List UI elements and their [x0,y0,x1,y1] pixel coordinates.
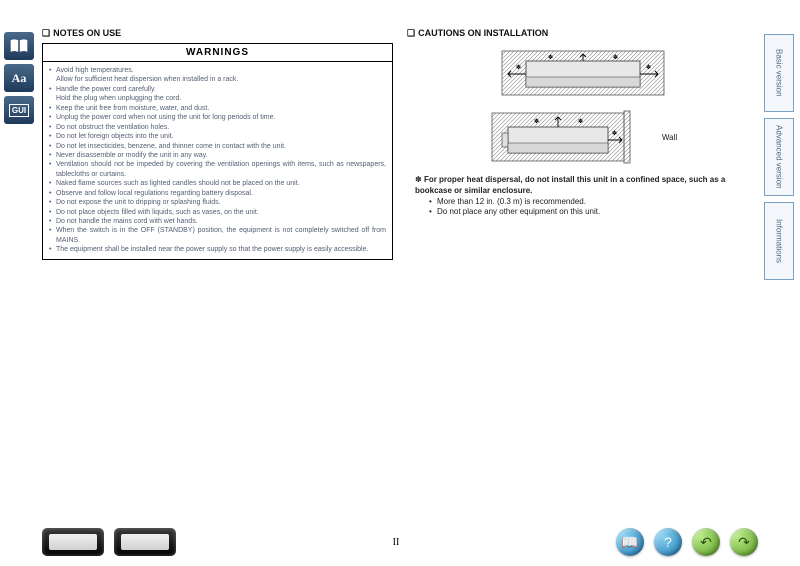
svg-text:✽: ✽ [646,64,651,71]
back-icon[interactable]: ↶ [692,528,720,556]
tab-advanced-version[interactable]: Advanced version [764,118,794,196]
device-front-icon [49,534,97,550]
install-sub-item: •Do not place any other equipment on thi… [429,207,750,218]
diagram-side-row: ✽ ✽ ✽ Wall [417,109,748,165]
tab-basic-version[interactable]: Basic version [764,34,794,112]
letters-label: Aa [12,71,27,86]
right-sidebar: Basic version Advanced version Informati… [764,34,796,280]
install-note: ✽ For proper heat dispersal, do not inst… [407,175,758,218]
warning-item: •Observe and follow local regulations re… [49,189,386,198]
diagram-area: ✽ ✽ ✽ ✽ [407,43,758,175]
svg-text:✽: ✽ [516,64,521,71]
footer-left [42,528,176,556]
warning-item: •Naked flame sources such as lighted can… [49,179,386,188]
help-icon[interactable]: ? [654,528,682,556]
left-column: ❏NOTES ON USE WARNINGS •Avoid high tempe… [42,28,393,260]
svg-text:✽: ✽ [612,130,617,137]
cautions-heading: ❏CAUTIONS ON INSTALLATION [407,28,758,39]
top-view-diagram: ✽ ✽ ✽ ✽ [498,47,668,99]
footer: II 📖? ↶ ↷ [42,524,758,560]
side-view-diagram: ✽ ✽ ✽ [488,109,658,165]
install-note-bold: For proper heat dispersal, do not instal… [415,175,725,195]
warning-item: •Unplug the power cord when not using th… [49,113,386,122]
install-note-main: ✽ For proper heat dispersal, do not inst… [415,175,750,197]
device-front-button[interactable] [42,528,104,556]
cautions-heading-text: CAUTIONS ON INSTALLATION [418,28,548,38]
footer-right: 📖? ↶ ↷ [616,528,758,556]
svg-text:✽: ✽ [548,54,553,61]
wall-label: Wall [662,133,677,142]
diagram-top-row: ✽ ✽ ✽ ✽ [417,47,748,99]
warning-item: •When the switch is in the OFF (STANDBY)… [49,226,386,245]
forward-icon[interactable]: ↷ [730,528,758,556]
letters-icon[interactable]: Aa [4,64,34,92]
warning-item: •Keep the unit free from moisture, water… [49,104,386,113]
warning-item: •Ventilation should not be impeded by co… [49,160,386,179]
warning-item: •Do not handle the mains cord with wet h… [49,217,386,226]
warning-item-sub: Hold the plug when unplugging the cord. [49,94,386,103]
device-zoom-button[interactable] [114,528,176,556]
main-content: ❏NOTES ON USE WARNINGS •Avoid high tempe… [42,28,758,260]
install-note-subs: •More than 12 in. (0.3 m) is recommended… [415,197,750,219]
warning-item: •The equipment shall be installed near t… [49,245,386,254]
warning-item-sub: Allow for sufficient heat dispersion whe… [49,75,386,84]
notes-heading: ❏NOTES ON USE [42,28,393,39]
svg-text:✽: ✽ [578,118,583,125]
svg-text:✽: ✽ [613,54,618,61]
warning-item: •Do not let insecticides, benzene, and t… [49,142,386,151]
notes-heading-text: NOTES ON USE [53,28,121,38]
warning-item: •Do not obstruct the ventilation holes. [49,123,386,132]
warning-item: •Never disassemble or modify the unit in… [49,151,386,160]
warning-item: •Avoid high temperatures. [49,66,386,75]
svg-text:✽: ✽ [534,118,539,125]
warnings-body: •Avoid high temperatures.Allow for suffi… [43,62,392,259]
warning-item: •Do not place objects filled with liquid… [49,208,386,217]
install-sub-item: •More than 12 in. (0.3 m) is recommended… [429,197,750,208]
warning-item: •Handle the power cord carefully. [49,85,386,94]
book-icon[interactable] [4,32,34,60]
warning-item: •Do not expose the unit to dripping or s… [49,198,386,207]
tab-informations[interactable]: Informations [764,202,794,280]
warning-item: •Do not let foreign objects into the uni… [49,132,386,141]
page-number: II [176,537,616,548]
gui-icon[interactable]: GUI [4,96,34,124]
book-nav-icon[interactable]: 📖 [616,528,644,556]
right-column: ❏CAUTIONS ON INSTALLATION ✽ ✽ ✽ [407,28,758,260]
device-zoom-icon [121,534,169,550]
gui-label: GUI [9,104,29,117]
left-sidebar: Aa GUI [4,32,36,124]
warnings-title: WARNINGS [43,44,392,62]
warnings-box: WARNINGS •Avoid high temperatures.Allow … [42,43,393,260]
